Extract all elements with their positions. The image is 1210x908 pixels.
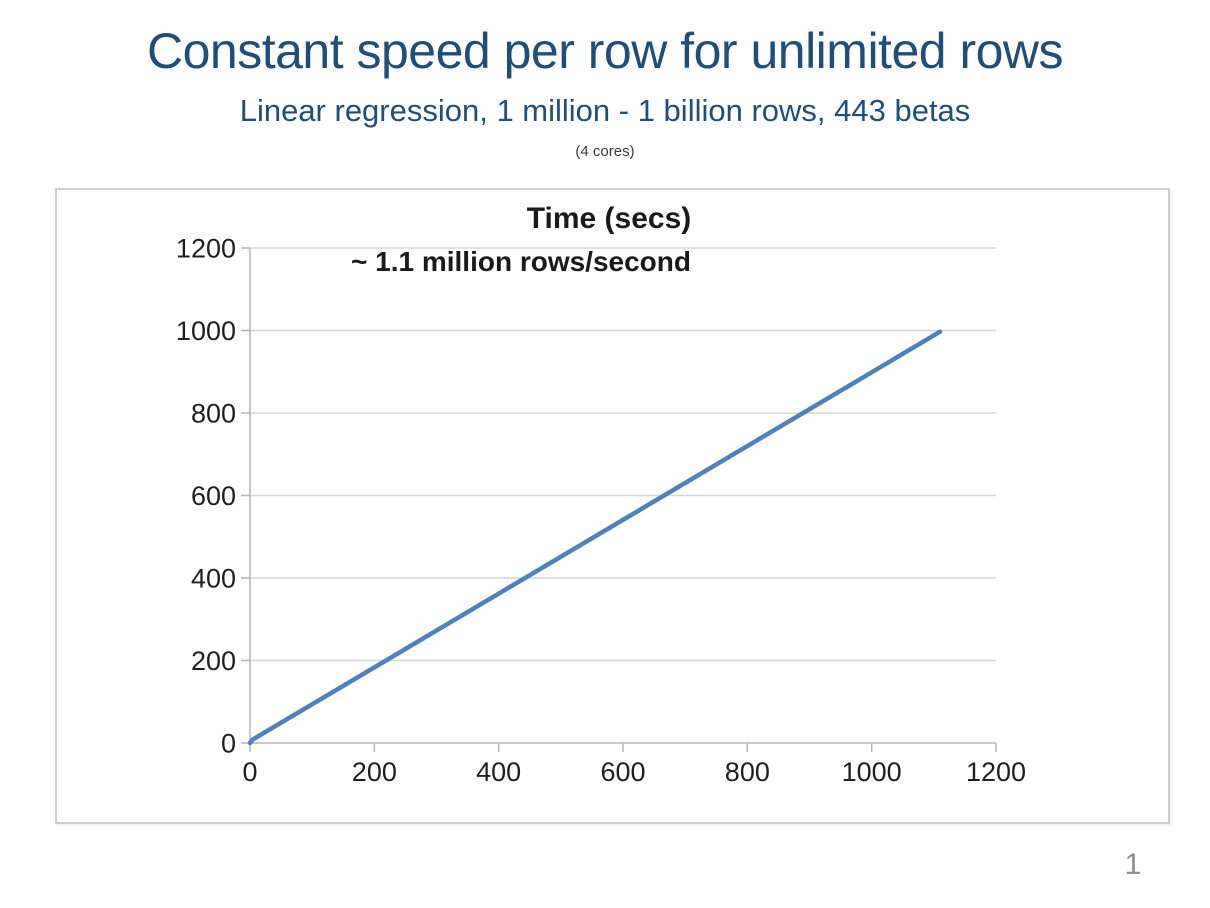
- x-tick-label: 400: [476, 757, 521, 787]
- x-tick-label: 600: [600, 757, 645, 787]
- slide-subtitle: Linear regression, 1 million - 1 billion…: [239, 93, 971, 128]
- chart-title: Time (secs): [526, 202, 692, 235]
- chart-frame: 0 200 400 600 800 1000 1200 0 200 400 600 800 1000 12…: [55, 188, 1170, 824]
- x-tick-label: 200: [352, 757, 397, 787]
- y-tick-label: 200: [191, 646, 236, 676]
- y-tick-label: 600: [191, 481, 236, 511]
- slide-note: (4 cores): [575, 143, 635, 160]
- chart-annotation: ~ 1.1 million rows/second: [351, 246, 691, 277]
- slide-title: Constant speed per row for unlimited row…: [146, 23, 1064, 79]
- line-chart: 0 200 400 600 800 1000 1200 0 200 400 600 800 1000 12…: [176, 234, 1026, 788]
- x-tick-label: 0: [242, 757, 257, 787]
- y-tick-label: 1200: [176, 234, 236, 264]
- y-tick-label: 800: [191, 399, 236, 429]
- page-number: 1: [1124, 848, 1142, 881]
- y-tick-label: 1000: [176, 316, 236, 346]
- series-line: [247, 329, 943, 746]
- y-tick-label: 400: [191, 564, 236, 594]
- x-tick-label: 1200: [966, 757, 1026, 787]
- x-tick-label: 1000: [842, 757, 902, 787]
- x-tick-label: 800: [725, 757, 770, 787]
- y-tick-label: 0: [221, 729, 236, 759]
